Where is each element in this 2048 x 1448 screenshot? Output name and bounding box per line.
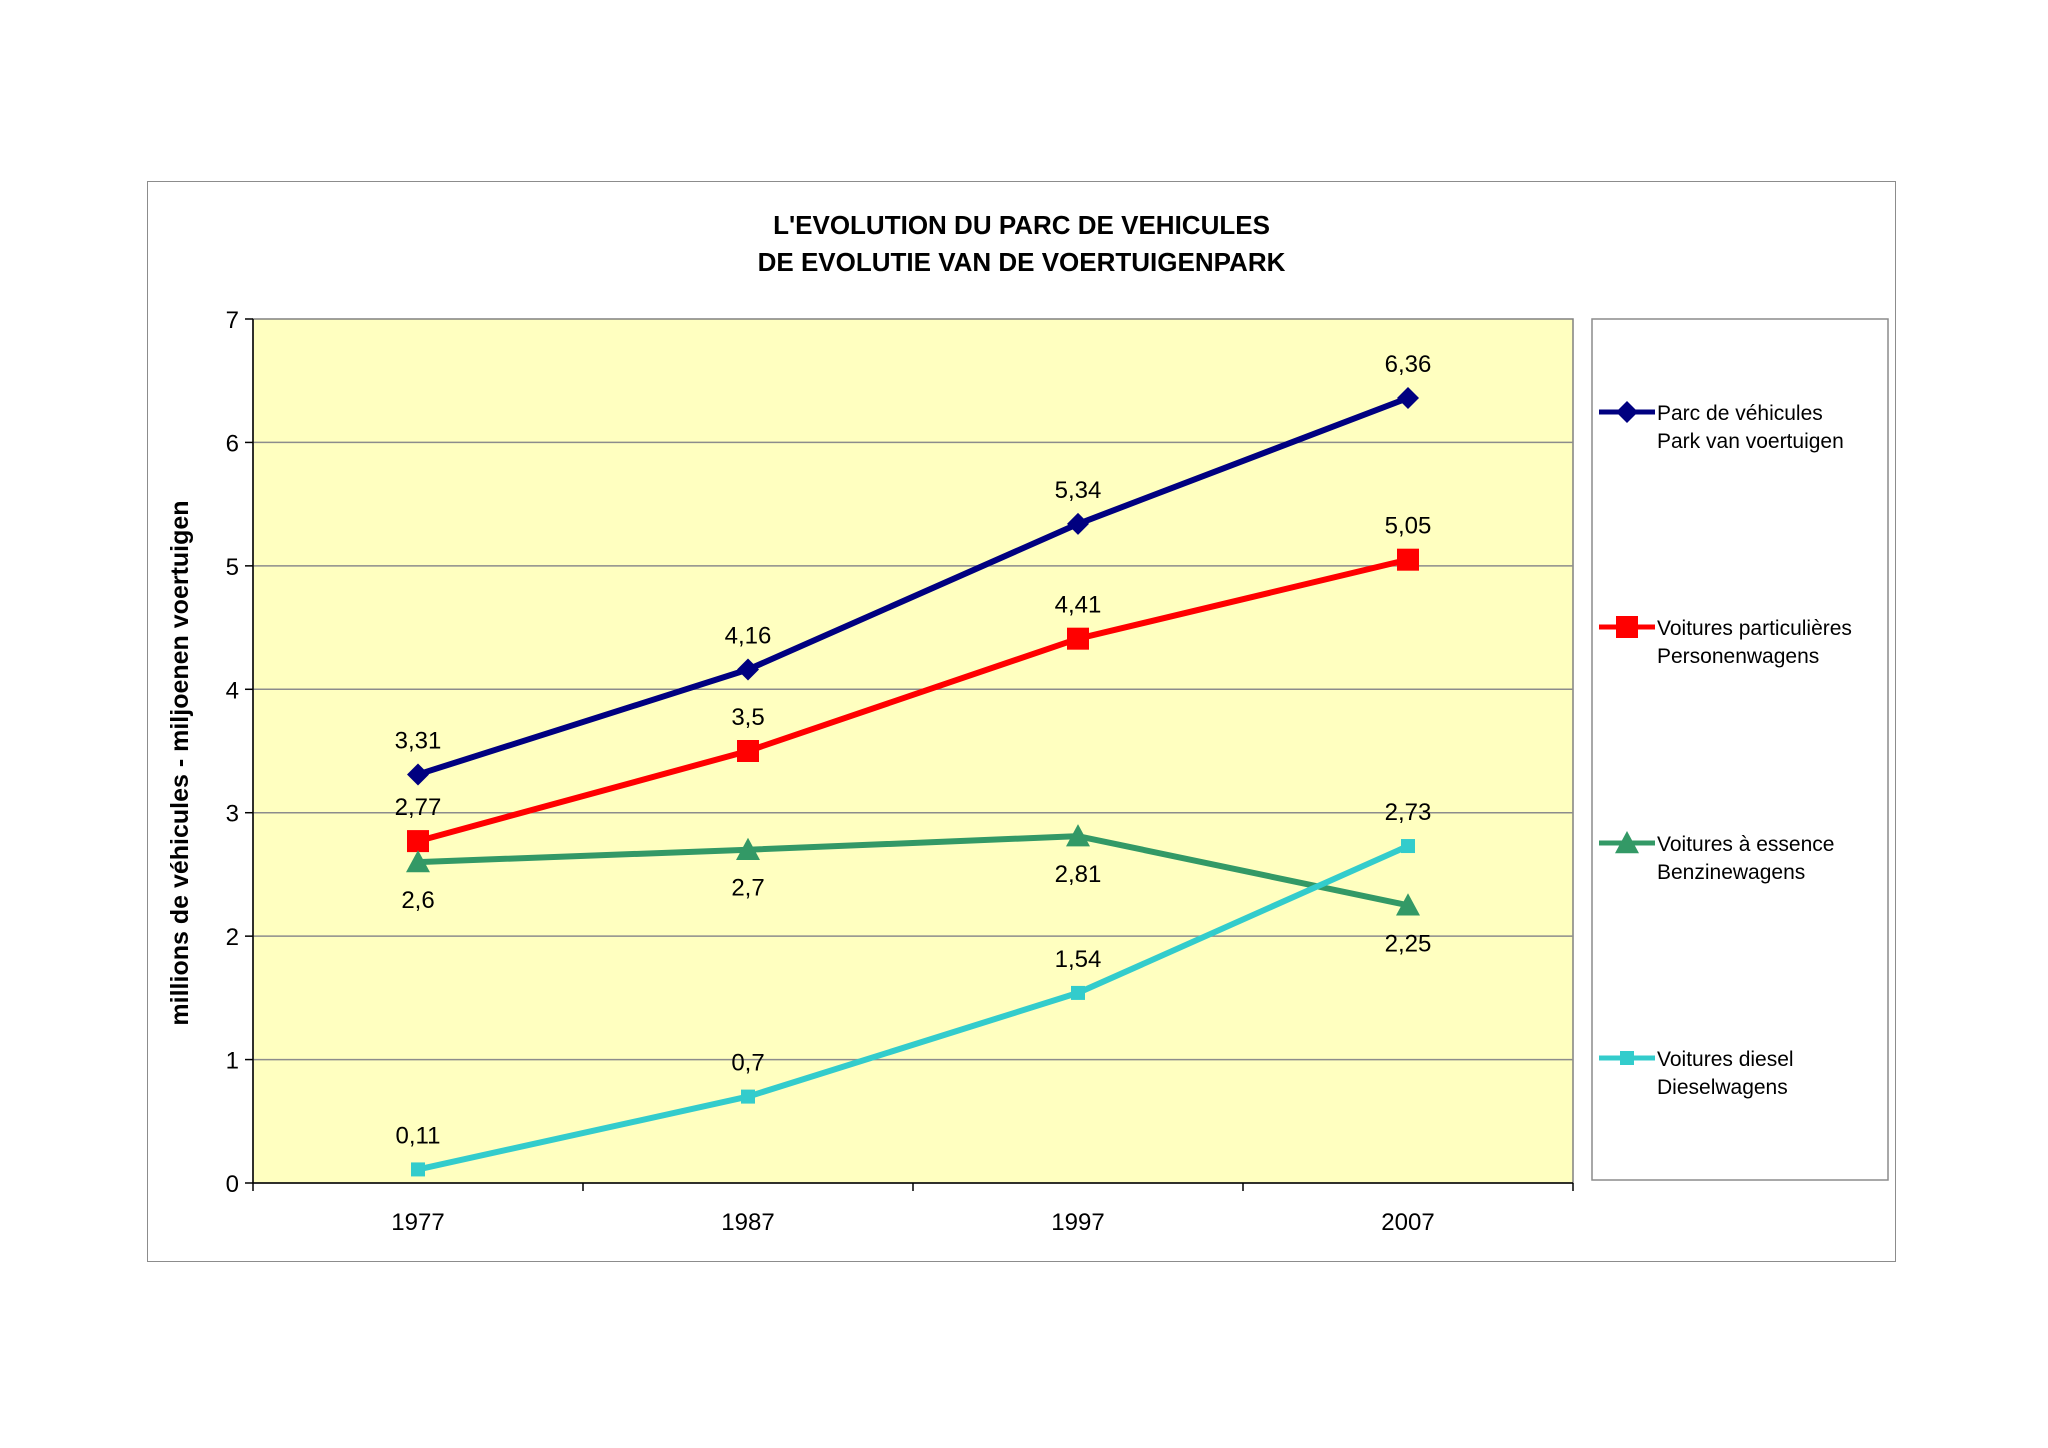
x-tick-label: 1977 (391, 1209, 444, 1236)
data-label: 0,7 (731, 1050, 764, 1077)
data-label: 3,31 (395, 727, 442, 754)
triangle-marker (736, 837, 760, 860)
legend-label: Voitures à essence (1657, 833, 1834, 856)
diamond-marker (1616, 401, 1638, 423)
series-line (417, 556, 1409, 844)
legend-label: Voitures particulières (1657, 617, 1852, 640)
square-marker (737, 740, 759, 762)
small-square-marker (1401, 839, 1415, 854)
legend-label: Benzinewagens (1657, 861, 1805, 884)
legend (1591, 318, 1889, 1181)
small-square-marker (411, 1162, 425, 1177)
data-label: 2,7 (731, 875, 764, 902)
x-tick-label: 1987 (721, 1209, 774, 1236)
legend-label: Voitures diesel (1657, 1048, 1794, 1071)
data-label: 0,11 (396, 1122, 441, 1149)
y-tick-label: 4 (226, 677, 239, 704)
series-line (417, 833, 1409, 909)
chart-title-line-1: L'EVOLUTION DU PARC DE VEHICULES (773, 210, 1270, 240)
y-tick-label: 1 (226, 1048, 239, 1075)
series-0: 3,31 4,16 5,34 6,36 (395, 351, 1432, 786)
x-tick-label: 1997 (1051, 1209, 1104, 1236)
triangle-marker (1615, 831, 1639, 854)
y-tick-label: 6 (226, 430, 239, 457)
legend-item-2: Voitures à essence Benzinewagens (1599, 831, 1834, 884)
diamond-marker (1067, 512, 1089, 535)
legend-item-0: Parc de véhicules Park van voertuigen (1599, 401, 1844, 453)
triangle-marker (1396, 893, 1420, 916)
data-label: 2,25 (1385, 930, 1432, 957)
data-label: 5,34 (1055, 477, 1102, 504)
plot-area (252, 318, 1574, 1184)
series-line (417, 395, 1410, 778)
diamond-marker (737, 658, 759, 681)
series-2: 2,6 2,7 2,81 2,25 (401, 824, 1431, 957)
data-label: 5,05 (1385, 513, 1432, 540)
square-marker (407, 830, 429, 853)
legend-label: Personenwagens (1657, 645, 1819, 668)
series-layer: 3,31 4,16 5,34 6,36 2,77 3,5 4,41 5,05 2,6 2,7 2,8… (395, 351, 1432, 1177)
y-tick-label: 5 (226, 554, 239, 581)
diamond-marker (1397, 386, 1419, 409)
data-label: 2,77 (395, 794, 442, 821)
data-label: 4,16 (725, 623, 772, 650)
legend-label: Parc de véhicules (1657, 402, 1823, 425)
data-label: 4,41 (1055, 592, 1102, 619)
square-marker (1397, 548, 1419, 571)
legend-label: Dieselwagens (1657, 1076, 1788, 1099)
y-tick-label: 2 (226, 924, 239, 951)
y-axis-title: millions de véhicules - miljoenen voertu… (166, 500, 194, 1025)
square-marker (1616, 616, 1638, 638)
axes: 0 1 2 3 4 5 6 7 1977 1987 1997 2007 (226, 307, 1574, 1236)
data-label: 3,5 (731, 704, 764, 731)
y-tick-label: 3 (226, 801, 239, 828)
gridlines (253, 441, 1573, 1061)
data-label: 1,54 (1055, 946, 1102, 973)
small-square-marker (1071, 985, 1085, 1000)
y-tick-label: 7 (226, 307, 239, 334)
diamond-marker (407, 763, 429, 786)
chart-title-line-2: DE EVOLUTIE VAN DE VOERTUIGENPARK (757, 247, 1286, 277)
small-square-marker (1620, 1051, 1634, 1065)
data-label: 6,36 (1385, 351, 1432, 378)
data-label: 2,81 (1055, 861, 1102, 888)
legend-items: Parc de véhicules Park van voertuigen Voit… (1599, 401, 1852, 1099)
series-1: 2,77 3,5 4,41 5,05 (395, 513, 1432, 853)
legend-item-3: Voitures diesel Dieselwagens (1599, 1048, 1794, 1099)
legend-item-1: Voitures particulières Personenwagens (1599, 616, 1852, 668)
triangle-marker (406, 850, 430, 873)
series-3: 0,11 0,7 1,54 2,73 (396, 799, 1432, 1177)
y-tick-label: 0 (226, 1171, 239, 1198)
data-label: 2,73 (1385, 799, 1432, 826)
small-square-marker (741, 1089, 755, 1104)
x-tick-label: 2007 (1381, 1209, 1434, 1236)
triangle-marker (1066, 824, 1090, 847)
legend-label: Park van voertuigen (1657, 430, 1844, 453)
data-label: 2,6 (401, 887, 434, 914)
square-marker (1067, 627, 1089, 650)
series-line (417, 843, 1410, 1173)
